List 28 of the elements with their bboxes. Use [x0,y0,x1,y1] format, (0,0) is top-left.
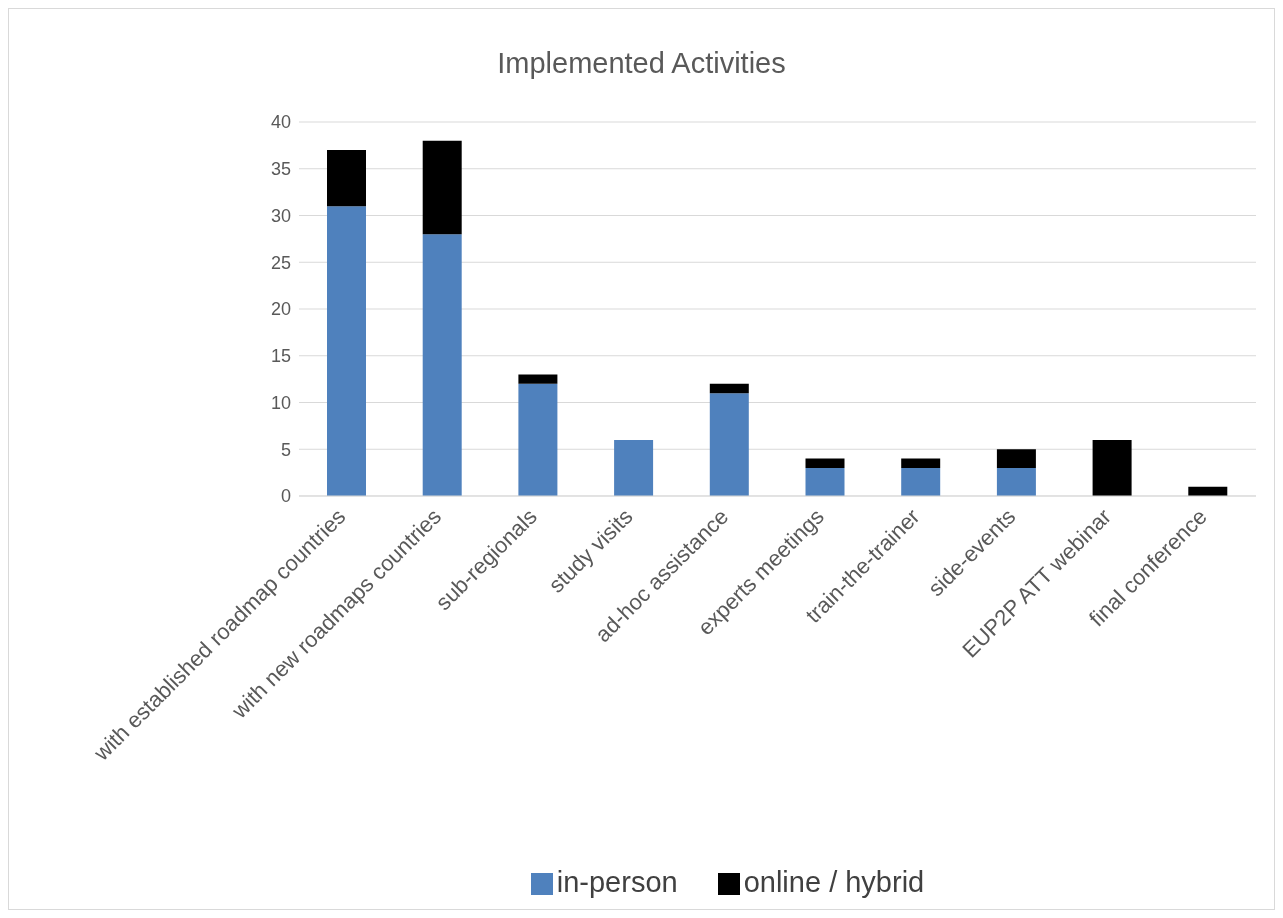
y-tick-label: 30 [270,205,291,226]
bar [996,467,1036,496]
y-tick-label: 5 [280,439,291,460]
bar [805,467,845,496]
y-tick-label: 0 [280,486,291,507]
legend-label: online / hybrid [743,866,925,898]
bar [422,140,462,235]
chart-title: Implemented Activities [496,47,787,80]
bar [327,206,366,496]
bar [1092,439,1132,496]
y-tick-label: 10 [270,392,291,413]
bar [327,150,366,207]
y-tick-label: 35 [270,159,291,180]
bar [901,467,941,496]
bar [996,449,1036,468]
bar [709,393,749,496]
y-tick-label: 15 [270,346,291,367]
y-tick-label: 40 [270,112,291,133]
bar [709,383,749,394]
bar [518,374,558,384]
bar [518,383,558,496]
bar [614,439,654,496]
bar [805,458,845,468]
y-tick-label: 20 [270,299,291,320]
bar [901,458,941,468]
y-tick-label: 25 [270,252,291,273]
bar [422,234,462,496]
legend-label: in-person [556,866,678,898]
